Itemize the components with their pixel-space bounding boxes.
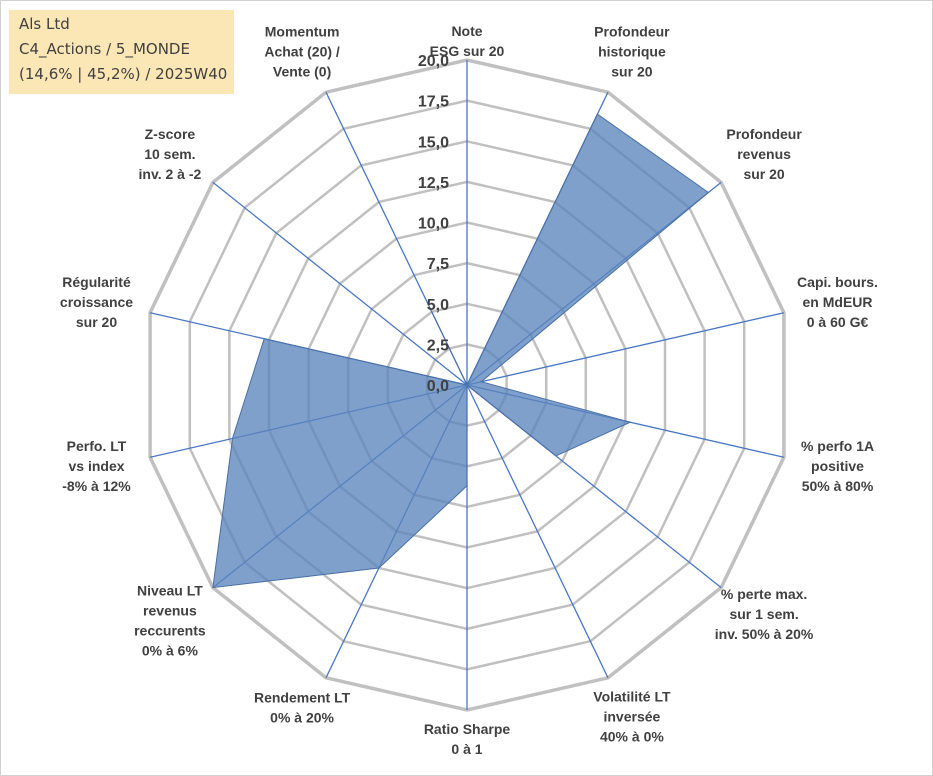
axis-spoke bbox=[212, 181, 468, 386]
info-box: Als Ltd C4_Actions / 5_MONDE (14,6% | 45… bbox=[9, 10, 234, 94]
axis-label: Note ESG sur 20 bbox=[430, 23, 505, 59]
axis-label: Volatilité LT inversée 40% à 0% bbox=[593, 689, 671, 745]
axis-label: Perfo. LT vs index -8% à 12% bbox=[62, 438, 131, 494]
axis-label: Niveau LT revenus reccurents 0% à 6% bbox=[134, 582, 206, 658]
axis-label: Régularité croissance sur 20 bbox=[60, 274, 133, 330]
stats-label: (14,6% | 45,2%) / 2025W40 bbox=[19, 65, 228, 83]
tick-label: 17,5 bbox=[418, 94, 449, 111]
company-name: Als Ltd bbox=[19, 15, 70, 33]
axis-label: Capi. bours. en MdEUR 0 à 60 G€ bbox=[797, 274, 878, 330]
tick-label: 10,0 bbox=[418, 216, 449, 233]
axis-label: Profondeur historique sur 20 bbox=[594, 24, 670, 80]
tick-label: 20,0 bbox=[418, 53, 449, 70]
axis-label: Profondeur revenus sur 20 bbox=[726, 126, 802, 182]
axis-label-layer: Note ESG sur 20 Profondeur historique sur 20… bbox=[60, 23, 878, 757]
tick-layer: 0,0 2,5 5,0 7,5 10,0 12,5 15,0 17,5 20,0 bbox=[418, 53, 449, 395]
series-layer bbox=[212, 113, 710, 589]
category-label: C4_Actions / 5_MONDE bbox=[19, 40, 190, 58]
tick-label: 0,0 bbox=[427, 378, 449, 395]
axis-spoke bbox=[466, 384, 609, 679]
tick-label: 15,0 bbox=[418, 134, 449, 151]
series-area bbox=[212, 113, 710, 589]
tick-label: 2,5 bbox=[427, 337, 449, 354]
axis-label: Rendement LT 0% à 20% bbox=[254, 689, 351, 725]
tick-label: 5,0 bbox=[427, 297, 449, 314]
axis-label: % perfo 1A positive 50% à 80% bbox=[801, 438, 874, 494]
axis-spoke bbox=[466, 312, 785, 386]
axis-label: Momentum Achat (20) / Vente (0) bbox=[264, 24, 340, 80]
axis-label: Z-score 10 sem. inv. 2 à -2 bbox=[139, 126, 202, 182]
axis-label: Ratio Sharpe 0 à 1 bbox=[424, 721, 511, 757]
tick-label: 7,5 bbox=[427, 256, 449, 273]
tick-label: 12,5 bbox=[418, 175, 449, 192]
axis-label: % perte max. sur 1 sem. inv. 50% à 20% bbox=[715, 586, 814, 642]
